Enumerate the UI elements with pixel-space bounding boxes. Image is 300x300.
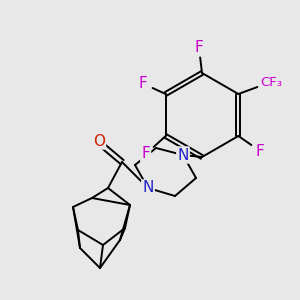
Text: O: O: [93, 134, 105, 148]
Text: F: F: [256, 145, 265, 160]
Text: CF₃: CF₃: [260, 76, 282, 88]
Text: F: F: [195, 40, 203, 56]
Text: F: F: [141, 146, 150, 161]
Text: N: N: [177, 148, 189, 163]
Text: N: N: [142, 181, 154, 196]
Text: F: F: [138, 76, 147, 92]
